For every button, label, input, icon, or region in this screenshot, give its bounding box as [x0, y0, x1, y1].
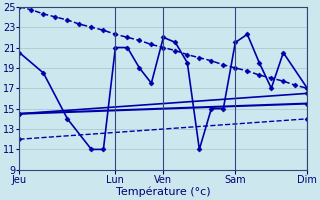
X-axis label: Température (°c): Température (°c) — [116, 187, 211, 197]
